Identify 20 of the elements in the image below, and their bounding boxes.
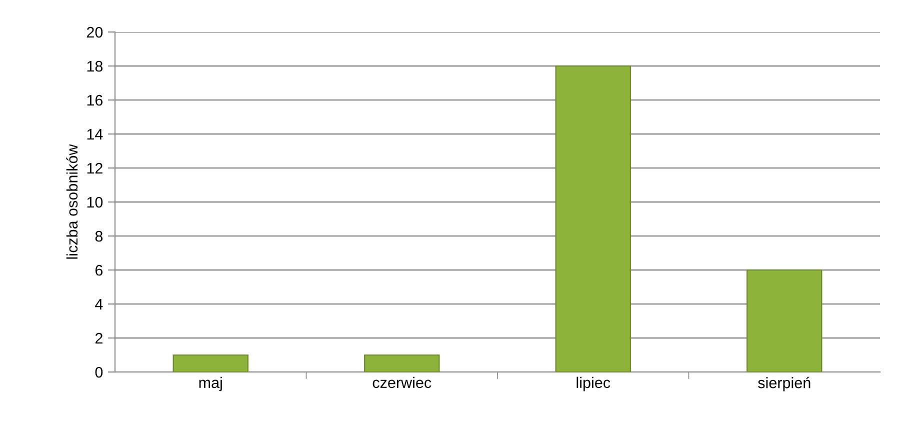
x-tick-label: sierpień xyxy=(758,376,810,392)
y-tick-label: 8 xyxy=(95,230,103,242)
y-tick-label: 20 xyxy=(86,26,103,38)
bar xyxy=(746,269,822,372)
y-tick-label: 14 xyxy=(87,129,103,140)
x-tick-label: maj xyxy=(199,376,222,392)
x-tick-label: czerwiec xyxy=(372,376,432,388)
y-tick-label: 12 xyxy=(87,162,102,174)
y-tick-label: 10 xyxy=(87,196,103,208)
y-tick-label: 0 xyxy=(95,366,103,378)
bar xyxy=(364,354,440,372)
bar xyxy=(555,65,631,372)
x-tick-label: lipiec xyxy=(576,376,610,392)
y-tick-label: 4 xyxy=(95,299,103,310)
y-tick-label: 6 xyxy=(95,264,103,276)
y-tick-label: 18 xyxy=(87,60,103,72)
y-tick-label: 16 xyxy=(87,94,103,106)
y-axis-title: liczba osobników xyxy=(66,144,78,259)
bar xyxy=(172,354,248,372)
y-tick-label: 2 xyxy=(95,332,102,344)
